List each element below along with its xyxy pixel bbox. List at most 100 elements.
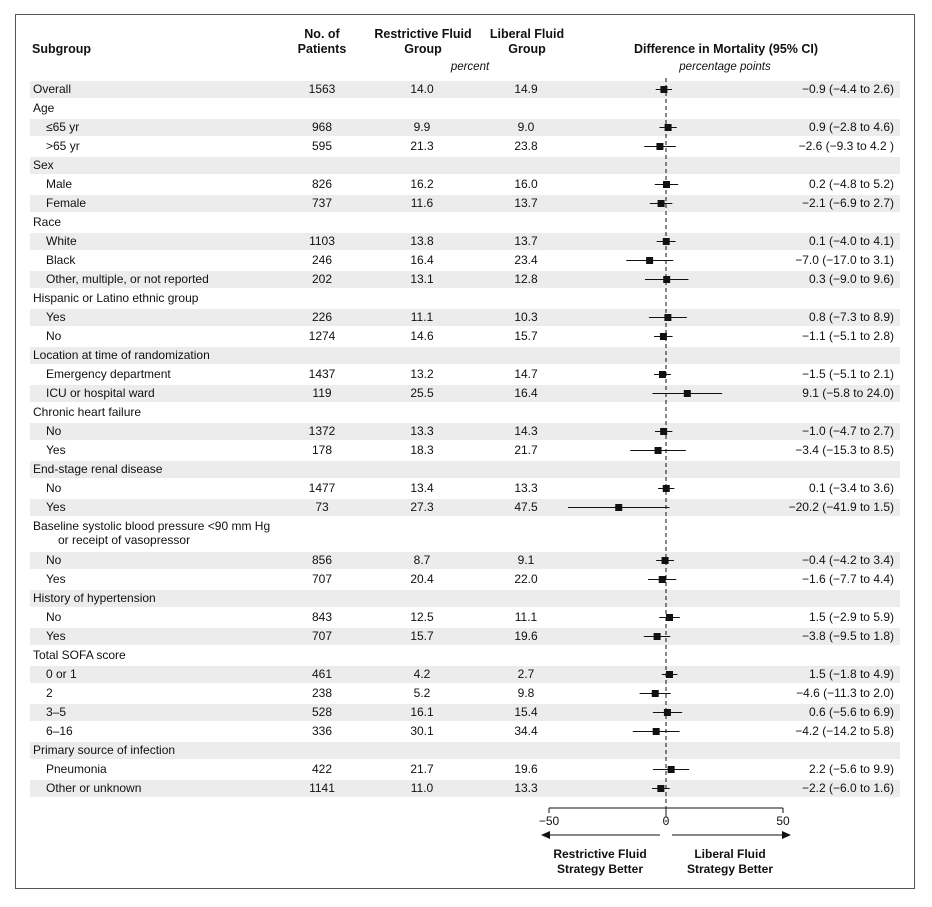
restrictive-percent: 25.5 <box>410 386 434 400</box>
subgroup-label: Black <box>46 253 76 267</box>
liberal-percent: 13.3 <box>514 481 538 495</box>
restrictive-percent: 4.2 <box>413 667 431 681</box>
patients-count: 226 <box>311 310 333 324</box>
restrictive-percent: 12.5 <box>410 610 434 624</box>
restrictive-percent: 13.2 <box>410 367 434 381</box>
subgroup-label: ICU or hospital ward <box>46 386 155 400</box>
table-row: Yes 73 27.3 47.5 −20.2 (−41.9 to 1.5) <box>30 499 900 516</box>
subgroup-label: Yes <box>46 500 66 514</box>
category-label-line2: or receipt of vasopressor <box>58 533 191 547</box>
difference-ci: −2.2 (−6.0 to 1.6) <box>801 781 894 795</box>
category-label: Race <box>33 215 62 229</box>
difference-ci: −0.4 (−4.2 to 3.4) <box>801 553 894 567</box>
table-row: Pneumonia 422 21.7 19.6 2.2 (−5.6 to 9.9) <box>30 761 900 778</box>
footer-liberal-better: Liberal Fluid Strategy Better <box>686 847 774 876</box>
point-estimate <box>651 690 659 697</box>
point-estimate <box>662 181 670 188</box>
difference-ci: −1.0 (−4.7 to 2.7) <box>801 424 894 438</box>
liberal-percent: 9.1 <box>517 553 535 567</box>
category-row: Baseline systolic blood pressure <90 mm … <box>30 518 900 550</box>
table-row: Yes 707 15.7 19.6 −3.8 (−9.5 to 1.8) <box>30 628 900 645</box>
difference-ci: −7.0 (−17.0 to 3.1) <box>795 253 894 267</box>
liberal-percent: 11.1 <box>514 610 538 624</box>
liberal-percent: 34.4 <box>514 724 538 738</box>
point-estimate <box>660 428 668 435</box>
point-estimate <box>661 557 669 564</box>
difference-ci: 9.1 (−5.8 to 24.0) <box>802 386 894 400</box>
liberal-percent: 23.4 <box>514 253 538 267</box>
liberal-percent: 13.3 <box>514 781 538 795</box>
table-row: Other, multiple, or not reported 202 13.1 1… <box>30 271 900 288</box>
subgroup-label: No <box>46 553 62 567</box>
restrictive-percent: 11.0 <box>410 781 434 795</box>
liberal-percent: 14.7 <box>514 367 538 381</box>
liberal-percent: 9.8 <box>517 686 535 700</box>
subgroup-label: Yes <box>46 310 66 324</box>
category-label: Age <box>33 101 55 115</box>
arrow-right-icon <box>782 831 791 839</box>
table-row: Emergency department 1437 13.2 14.7 −1.5 (−5… <box>30 366 900 383</box>
subgroup-label: No <box>46 424 62 438</box>
restrictive-percent: 20.4 <box>410 572 434 586</box>
restrictive-percent: 16.2 <box>410 177 434 191</box>
subgroup-label: Emergency department <box>46 367 171 381</box>
restrictive-percent: 5.2 <box>413 686 431 700</box>
table-row: ≤65 yr 968 9.9 9.0 0.9 (−2.8 to 4.6) <box>30 119 900 136</box>
x-tick-label: 50 <box>776 814 790 828</box>
point-estimate <box>652 728 660 735</box>
difference-ci: −2.6 (−9.3 to 4.2 ) <box>798 139 894 153</box>
subgroup-label: Female <box>46 196 87 210</box>
difference-ci: −0.9 (−4.4 to 2.6) <box>801 82 894 96</box>
subgroup-label: Other or unknown <box>46 781 142 795</box>
point-estimate <box>683 390 691 397</box>
subgroup-label: ≤65 yr <box>46 120 80 134</box>
difference-ci: −4.6 (−11.3 to 2.0) <box>796 686 894 700</box>
restrictive-percent: 13.8 <box>410 234 434 248</box>
subgroup-label: Yes <box>46 629 66 643</box>
category-row: History of hypertension <box>30 590 900 607</box>
restrictive-percent: 15.7 <box>410 629 434 643</box>
liberal-percent: 15.7 <box>514 329 538 343</box>
liberal-percent: 19.6 <box>514 629 538 643</box>
category-label: Hispanic or Latino ethnic group <box>33 291 199 305</box>
table-row: Other or unknown 1141 11.0 13.3 −2.2 (−6.0 t… <box>30 780 900 797</box>
table-row: Black 246 16.4 23.4 −7.0 (−17.0 to 3.1) <box>30 252 900 269</box>
liberal-percent: 19.6 <box>514 762 538 776</box>
table-row: No 856 8.7 9.1 −0.4 (−4.2 to 3.4) <box>30 552 900 569</box>
patients-count: 737 <box>311 196 333 210</box>
category-label: Chronic heart failure <box>33 405 142 419</box>
liberal-percent: 12.8 <box>514 272 538 286</box>
restrictive-percent: 8.7 <box>413 553 431 567</box>
restrictive-percent: 30.1 <box>410 724 434 738</box>
subgroup-label: Pneumonia <box>46 762 107 776</box>
patients-count: 843 <box>311 610 333 624</box>
subgroup-label: White <box>46 234 77 248</box>
table-row: Overall 1563 14.0 14.9 −0.9 (−4.4 to 2.6) <box>30 81 900 98</box>
category-row: Primary source of infection <box>30 742 900 759</box>
table-row: White 1103 13.8 13.7 0.1 (−4.0 to 4.1) <box>30 233 900 250</box>
restrictive-percent: 13.3 <box>410 424 434 438</box>
liberal-percent: 13.7 <box>514 196 538 210</box>
subgroup-label: No <box>46 610 62 624</box>
point-estimate <box>657 200 665 207</box>
category-row: Chronic heart failure <box>30 404 900 421</box>
point-estimate <box>654 447 662 454</box>
subgroup-label: >65 yr <box>46 139 80 153</box>
point-estimate <box>657 785 665 792</box>
difference-ci: 0.2 (−4.8 to 5.2) <box>808 177 894 191</box>
difference-ci: 0.8 (−7.3 to 8.9) <box>808 310 894 324</box>
patients-count: 1437 <box>308 367 336 381</box>
restrictive-percent: 21.7 <box>410 762 434 776</box>
patients-count: 1141 <box>309 781 335 795</box>
header-percentage-points: percentage points <box>679 61 771 73</box>
point-estimate <box>658 576 666 583</box>
liberal-percent: 16.4 <box>514 386 538 400</box>
point-estimate <box>662 238 670 245</box>
patients-count: 528 <box>311 705 333 719</box>
liberal-percent: 22.0 <box>514 572 538 586</box>
difference-ci: −2.1 (−6.9 to 2.7) <box>801 196 894 210</box>
patients-count: 461 <box>311 667 333 681</box>
patients-count: 1274 <box>308 329 336 343</box>
liberal-percent: 9.0 <box>517 120 535 134</box>
subgroup-label: Other, multiple, or not reported <box>46 272 209 286</box>
